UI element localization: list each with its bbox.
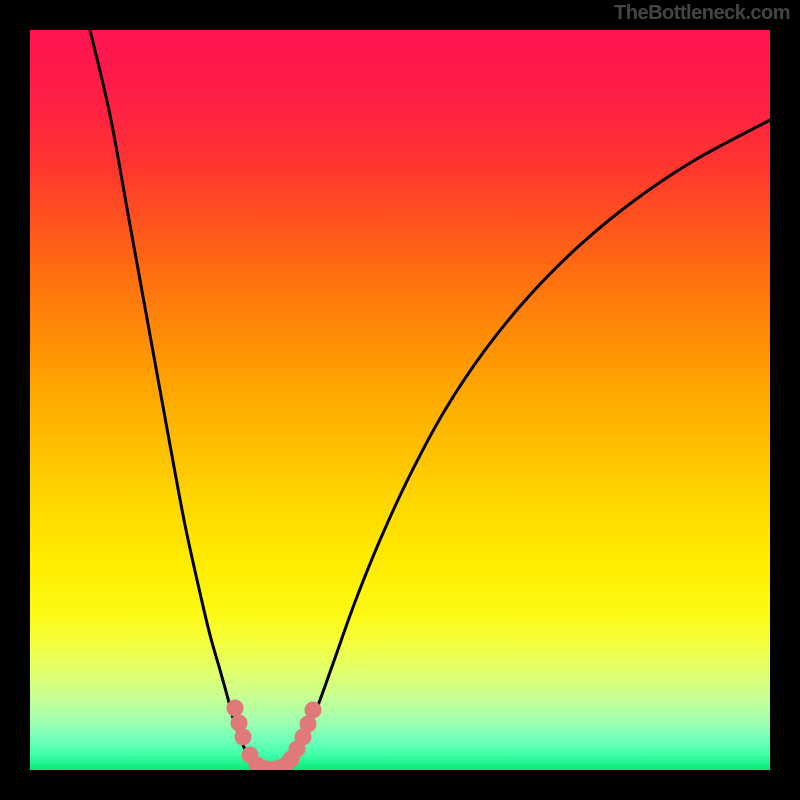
chart-frame: TheBottleneck.com	[0, 0, 800, 800]
plot-area	[30, 30, 770, 770]
marker-point	[231, 715, 247, 731]
gradient-background	[30, 30, 770, 770]
marker-point	[235, 729, 251, 745]
marker-point	[305, 702, 321, 718]
marker-point	[227, 700, 243, 716]
attribution-text: TheBottleneck.com	[614, 2, 790, 25]
chart-svg	[30, 30, 770, 770]
